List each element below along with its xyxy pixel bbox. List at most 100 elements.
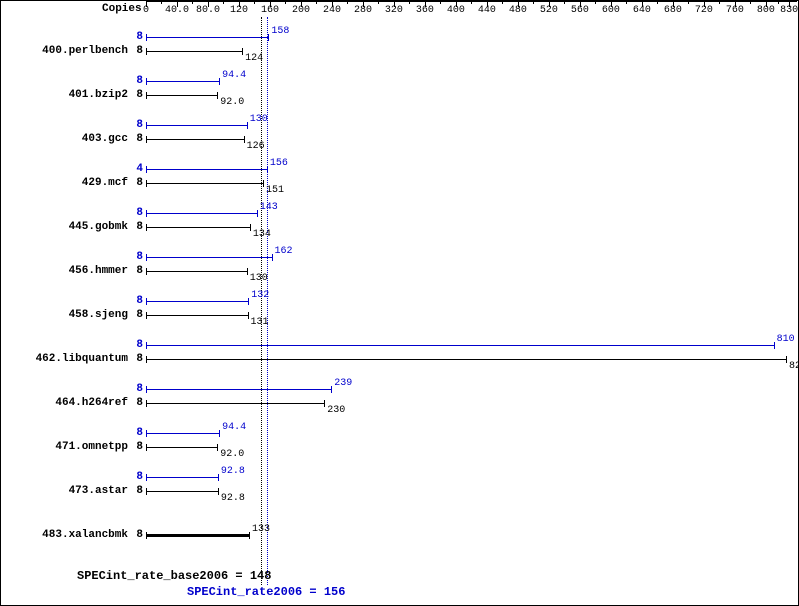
axis-minor-tick bbox=[192, 1, 193, 4]
benchmark-name: 403.gcc bbox=[82, 133, 128, 145]
peak-bar-cap bbox=[146, 474, 147, 481]
base-bar bbox=[146, 139, 244, 140]
axis-minor-tick bbox=[595, 1, 596, 4]
benchmark-row: 456.hmmer81628130 bbox=[1, 249, 798, 293]
peak-copies: 4 bbox=[133, 163, 143, 175]
peak-value-label: 156 bbox=[270, 158, 288, 169]
benchmark-row: 400.perlbench81588124 bbox=[1, 29, 798, 73]
peak-bar-cap bbox=[146, 78, 147, 85]
spec-chart: 040.080.01201602002402803203604004404805… bbox=[0, 0, 799, 606]
axis-minor-tick bbox=[657, 1, 658, 4]
axis-tick-label: 640 bbox=[633, 5, 651, 16]
base-copies: 8 bbox=[133, 353, 143, 365]
benchmark-row: 458.sjeng81328131 bbox=[1, 293, 798, 337]
copies-header: Copies bbox=[102, 3, 142, 15]
base-value-label: 126 bbox=[247, 141, 265, 152]
benchmark-row: 483.xalancbmk8133 bbox=[1, 513, 798, 557]
axis-tick-label: 800 bbox=[757, 5, 775, 16]
peak-bar-cap bbox=[247, 122, 248, 129]
base-bar-cap bbox=[263, 180, 264, 187]
peak-value-label: 162 bbox=[275, 246, 293, 257]
base-copies: 8 bbox=[133, 441, 143, 453]
base-bar-cap bbox=[146, 48, 147, 55]
base-copies: 8 bbox=[133, 89, 143, 101]
axis-minor-tick bbox=[161, 1, 162, 4]
base-bar bbox=[146, 315, 248, 316]
peak-bar-cap bbox=[146, 298, 147, 305]
base-bar-cap bbox=[217, 92, 218, 99]
base-bar bbox=[146, 447, 217, 448]
base-value-label: 131 bbox=[251, 317, 269, 328]
axis-tick-label: 400 bbox=[447, 5, 465, 16]
axis-minor-tick bbox=[285, 1, 286, 4]
base-copies: 8 bbox=[133, 221, 143, 233]
base-bar-cap bbox=[146, 400, 147, 407]
base-bar-cap bbox=[146, 224, 147, 231]
base-bar bbox=[146, 491, 218, 492]
benchmark-name: 462.libquantum bbox=[36, 353, 128, 365]
peak-bar-cap bbox=[267, 166, 268, 173]
peak-value-label: 158 bbox=[271, 26, 289, 37]
base-bar-cap bbox=[146, 268, 147, 275]
benchmark-name: 483.xalancbmk bbox=[42, 529, 128, 541]
base-bar-cap bbox=[146, 356, 147, 363]
benchmark-row: 429.mcf41568151 bbox=[1, 161, 798, 205]
peak-bar bbox=[146, 213, 257, 214]
benchmark-row: 401.bzip2894.4892.0 bbox=[1, 73, 798, 117]
peak-value-label: 143 bbox=[260, 202, 278, 213]
axis-tick-label: 440 bbox=[478, 5, 496, 16]
peak-value-label: 94.4 bbox=[222, 422, 246, 433]
axis-tick-label: 520 bbox=[540, 5, 558, 16]
peak-bar bbox=[146, 257, 272, 258]
base-bar-cap bbox=[247, 268, 248, 275]
base-bar-cap bbox=[146, 180, 147, 187]
peak-bar-cap bbox=[146, 342, 147, 349]
base-copies: 8 bbox=[133, 485, 143, 497]
peak-copies: 8 bbox=[133, 471, 143, 483]
base-copies: 8 bbox=[133, 529, 143, 541]
peak-bar-cap bbox=[146, 386, 147, 393]
axis-minor-tick bbox=[626, 1, 627, 4]
peak-bar bbox=[146, 433, 219, 434]
axis-minor-tick bbox=[778, 1, 779, 4]
benchmark-name: 473.astar bbox=[69, 485, 128, 497]
base-value-label: 134 bbox=[253, 229, 271, 240]
base-bar bbox=[146, 271, 247, 272]
base-bar-cap bbox=[218, 488, 219, 495]
base-copies: 8 bbox=[133, 265, 143, 277]
peak-bar-cap bbox=[146, 430, 147, 437]
base-bar-cap bbox=[242, 48, 243, 55]
axis-tick-label: 0 bbox=[143, 5, 149, 16]
peak-bar-cap bbox=[218, 474, 219, 481]
peak-copies: 8 bbox=[133, 339, 143, 351]
base-value-label: 230 bbox=[327, 405, 345, 416]
peak-copies: 8 bbox=[133, 383, 143, 395]
base-bar-cap bbox=[786, 356, 787, 363]
benchmark-name: 471.omnetpp bbox=[55, 441, 128, 453]
peak-bar bbox=[146, 125, 247, 126]
peak-bar-cap bbox=[272, 254, 273, 261]
peak-bar-cap bbox=[146, 210, 147, 217]
peak-copies: 8 bbox=[133, 31, 143, 43]
benchmark-row: 464.h264ref82398230 bbox=[1, 381, 798, 425]
axis-minor-tick bbox=[316, 1, 317, 4]
peak-bar-cap bbox=[219, 78, 220, 85]
base-bar-cap bbox=[217, 444, 218, 451]
base-bar-cap bbox=[248, 312, 249, 319]
axis-minor-tick bbox=[409, 1, 410, 4]
base-value-label: 826 bbox=[789, 361, 799, 372]
axis-tick-label: 120 bbox=[230, 5, 248, 16]
axis-tick-label: 240 bbox=[323, 5, 341, 16]
benchmark-row: 471.omnetpp894.4892.0 bbox=[1, 425, 798, 469]
axis-minor-tick bbox=[750, 1, 751, 4]
axis-minor-tick bbox=[533, 1, 534, 4]
benchmark-name: 458.sjeng bbox=[69, 309, 128, 321]
axis-tick-label: 680 bbox=[664, 5, 682, 16]
axis-minor-tick bbox=[440, 1, 441, 4]
axis-tick-label: 560 bbox=[571, 5, 589, 16]
peak-bar bbox=[146, 345, 774, 346]
base-bar bbox=[146, 534, 249, 537]
benchmark-name: 401.bzip2 bbox=[69, 89, 128, 101]
footer-peak-label: SPECint_rate2006 = 156 bbox=[187, 585, 345, 599]
axis-minor-tick bbox=[502, 1, 503, 4]
